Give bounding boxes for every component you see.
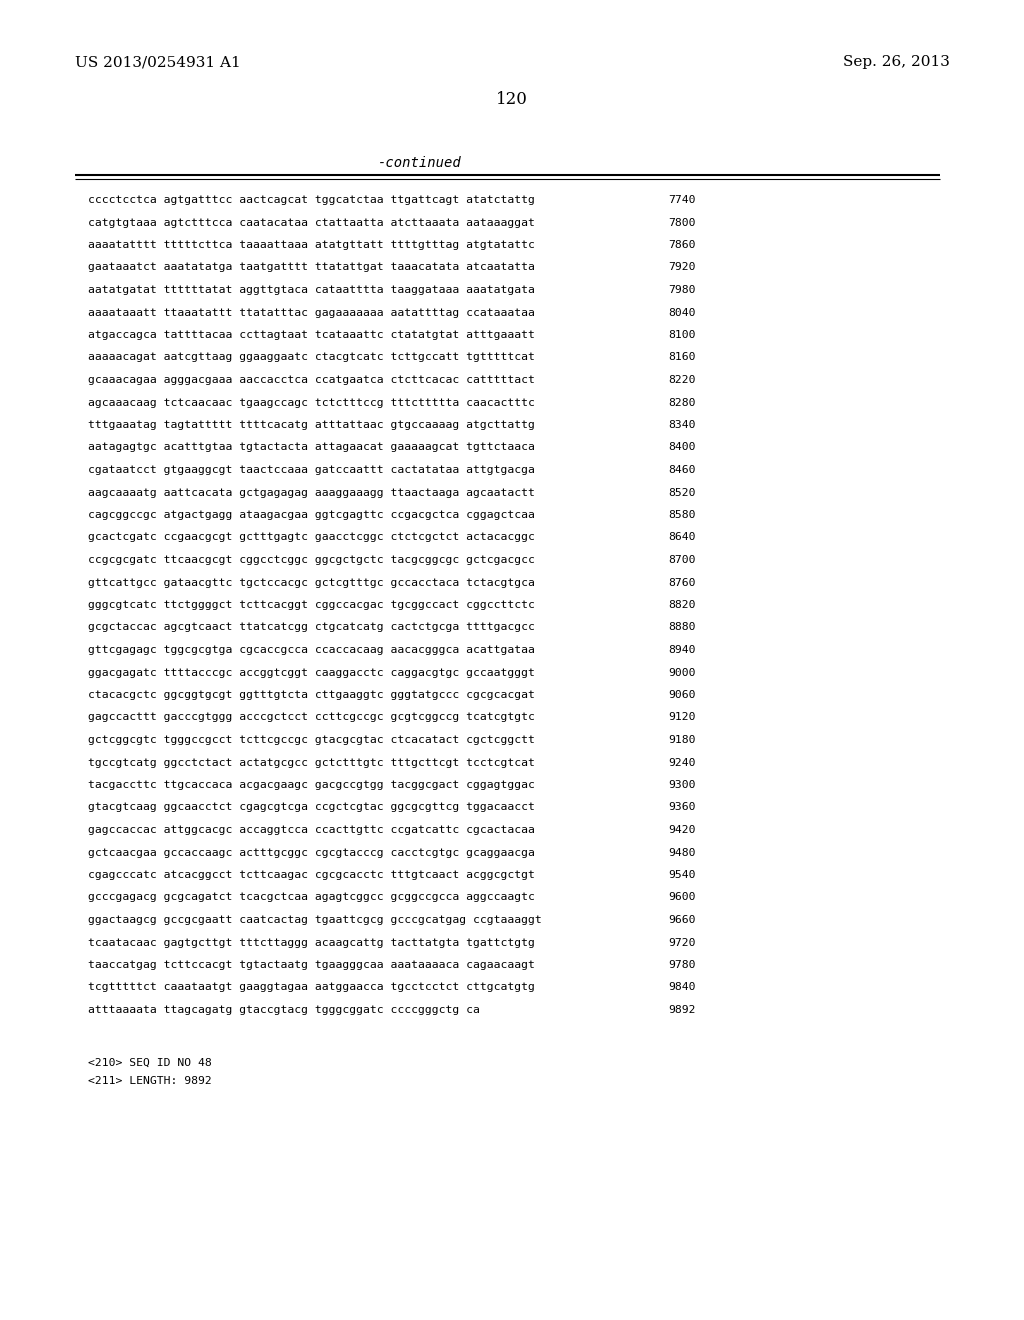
Text: tacgaccttc ttgcaccaca acgacgaagc gacgccgtgg tacggcgact cggagtggac: tacgaccttc ttgcaccaca acgacgaagc gacgccg… <box>88 780 535 789</box>
Text: 9600: 9600 <box>668 892 695 903</box>
Text: 9660: 9660 <box>668 915 695 925</box>
Text: 9892: 9892 <box>668 1005 695 1015</box>
Text: 8100: 8100 <box>668 330 695 341</box>
Text: agcaaacaag tctcaacaac tgaagccagc tctctttccg tttcttttta caacactttc: agcaaacaag tctcaacaac tgaagccagc tctcttt… <box>88 397 535 408</box>
Text: gcgctaccac agcgtcaact ttatcatcgg ctgcatcatg cactctgcga ttttgacgcc: gcgctaccac agcgtcaact ttatcatcgg ctgcatc… <box>88 623 535 632</box>
Text: 9420: 9420 <box>668 825 695 836</box>
Text: aatagagtgc acatttgtaa tgtactacta attagaacat gaaaaagcat tgttctaaca: aatagagtgc acatttgtaa tgtactacta attagaa… <box>88 442 535 453</box>
Text: 7920: 7920 <box>668 263 695 272</box>
Text: 8400: 8400 <box>668 442 695 453</box>
Text: 8580: 8580 <box>668 510 695 520</box>
Text: gcaaacagaa agggacgaaa aaccacctca ccatgaatca ctcttcacac catttttact: gcaaacagaa agggacgaaa aaccacctca ccatgaa… <box>88 375 535 385</box>
Text: ctacacgctc ggcggtgcgt ggtttgtcta cttgaaggtc gggtatgccc cgcgcacgat: ctacacgctc ggcggtgcgt ggtttgtcta cttgaag… <box>88 690 535 700</box>
Text: ccgcgcgatc ttcaacgcgt cggcctcggc ggcgctgctc tacgcggcgc gctcgacgcc: ccgcgcgatc ttcaacgcgt cggcctcggc ggcgctg… <box>88 554 535 565</box>
Text: ggacgagatc ttttacccgc accggtcggt caaggacctc caggacgtgc gccaatgggt: ggacgagatc ttttacccgc accggtcggt caaggac… <box>88 668 535 677</box>
Text: 9300: 9300 <box>668 780 695 789</box>
Text: US 2013/0254931 A1: US 2013/0254931 A1 <box>75 55 241 69</box>
Text: 9360: 9360 <box>668 803 695 813</box>
Text: 9480: 9480 <box>668 847 695 858</box>
Text: 8460: 8460 <box>668 465 695 475</box>
Text: cagcggccgc atgactgagg ataagacgaa ggtcgagttc ccgacgctca cggagctcaa: cagcggccgc atgactgagg ataagacgaa ggtcgag… <box>88 510 535 520</box>
Text: gaataaatct aaatatatga taatgatttt ttatattgat taaacatata atcaatatta: gaataaatct aaatatatga taatgatttt ttatatt… <box>88 263 535 272</box>
Text: 8520: 8520 <box>668 487 695 498</box>
Text: ggactaagcg gccgcgaatt caatcactag tgaattcgcg gcccgcatgag ccgtaaaggt: ggactaagcg gccgcgaatt caatcactag tgaattc… <box>88 915 542 925</box>
Text: gagccaccac attggcacgc accaggtcca ccacttgttc ccgatcattc cgcactacaa: gagccaccac attggcacgc accaggtcca ccacttg… <box>88 825 535 836</box>
Text: gtacgtcaag ggcaacctct cgagcgtcga ccgctcgtac ggcgcgttcg tggacaacct: gtacgtcaag ggcaacctct cgagcgtcga ccgctcg… <box>88 803 535 813</box>
Text: 8820: 8820 <box>668 601 695 610</box>
Text: aaaaacagat aatcgttaag ggaaggaatc ctacgtcatc tcttgccatt tgtttttcat: aaaaacagat aatcgttaag ggaaggaatc ctacgtc… <box>88 352 535 363</box>
Text: <211> LENGTH: 9892: <211> LENGTH: 9892 <box>88 1076 212 1085</box>
Text: atgaccagca tattttacaa ccttagtaat tcataaattc ctatatgtat atttgaaatt: atgaccagca tattttacaa ccttagtaat tcataaa… <box>88 330 535 341</box>
Text: cccctcctca agtgatttcc aactcagcat tggcatctaa ttgattcagt atatctattg: cccctcctca agtgatttcc aactcagcat tggcatc… <box>88 195 535 205</box>
Text: 8700: 8700 <box>668 554 695 565</box>
Text: gcactcgatc ccgaacgcgt gctttgagtc gaacctcggc ctctcgctct actacacggc: gcactcgatc ccgaacgcgt gctttgagtc gaacctc… <box>88 532 535 543</box>
Text: 9060: 9060 <box>668 690 695 700</box>
Text: 9840: 9840 <box>668 982 695 993</box>
Text: 8640: 8640 <box>668 532 695 543</box>
Text: gttcgagagc tggcgcgtga cgcaccgcca ccaccacaag aacacgggca acattgataa: gttcgagagc tggcgcgtga cgcaccgcca ccaccac… <box>88 645 535 655</box>
Text: 8220: 8220 <box>668 375 695 385</box>
Text: 8760: 8760 <box>668 578 695 587</box>
Text: tttgaaatag tagtattttt ttttcacatg atttattaac gtgccaaaag atgcttattg: tttgaaatag tagtattttt ttttcacatg atttatt… <box>88 420 535 430</box>
Text: 8280: 8280 <box>668 397 695 408</box>
Text: 8160: 8160 <box>668 352 695 363</box>
Text: 9780: 9780 <box>668 960 695 970</box>
Text: 9240: 9240 <box>668 758 695 767</box>
Text: 9120: 9120 <box>668 713 695 722</box>
Text: gttcattgcc gataacgttc tgctccacgc gctcgtttgc gccacctaca tctacgtgca: gttcattgcc gataacgttc tgctccacgc gctcgtt… <box>88 578 535 587</box>
Text: aagcaaaatg aattcacata gctgagagag aaaggaaagg ttaactaaga agcaatactt: aagcaaaatg aattcacata gctgagagag aaaggaa… <box>88 487 535 498</box>
Text: 9180: 9180 <box>668 735 695 744</box>
Text: catgtgtaaa agtctttcca caatacataa ctattaatta atcttaaata aataaaggat: catgtgtaaa agtctttcca caatacataa ctattaa… <box>88 218 535 227</box>
Text: tcaatacaac gagtgcttgt tttcttaggg acaagcattg tacttatgta tgattctgtg: tcaatacaac gagtgcttgt tttcttaggg acaagca… <box>88 937 535 948</box>
Text: 7740: 7740 <box>668 195 695 205</box>
Text: 9000: 9000 <box>668 668 695 677</box>
Text: 120: 120 <box>496 91 528 108</box>
Text: 9720: 9720 <box>668 937 695 948</box>
Text: <210> SEQ ID NO 48: <210> SEQ ID NO 48 <box>88 1057 212 1068</box>
Text: gagccacttt gacccgtggg acccgctcct ccttcgccgc gcgtcggccg tcatcgtgtc: gagccacttt gacccgtggg acccgctcct ccttcgc… <box>88 713 535 722</box>
Text: aatatgatat ttttttatat aggttgtaca cataatttta taaggataaa aaatatgata: aatatgatat ttttttatat aggttgtaca cataatt… <box>88 285 535 294</box>
Text: taaccatgag tcttccacgt tgtactaatg tgaagggcaa aaataaaaca cagaacaagt: taaccatgag tcttccacgt tgtactaatg tgaaggg… <box>88 960 535 970</box>
Text: 8880: 8880 <box>668 623 695 632</box>
Text: gggcgtcatc ttctggggct tcttcacggt cggccacgac tgcggccact cggccttctc: gggcgtcatc ttctggggct tcttcacggt cggccac… <box>88 601 535 610</box>
Text: aaaatatttt tttttcttca taaaattaaa atatgttatt ttttgtttag atgtatattc: aaaatatttt tttttcttca taaaattaaa atatgtt… <box>88 240 535 249</box>
Text: 7980: 7980 <box>668 285 695 294</box>
Text: 8340: 8340 <box>668 420 695 430</box>
Text: gctcggcgtc tgggccgcct tcttcgccgc gtacgcgtac ctcacatact cgctcggctt: gctcggcgtc tgggccgcct tcttcgccgc gtacgcg… <box>88 735 535 744</box>
Text: -continued: -continued <box>378 156 462 170</box>
Text: cgataatcct gtgaaggcgt taactccaaa gatccaattt cactatataa attgtgacga: cgataatcct gtgaaggcgt taactccaaa gatccaa… <box>88 465 535 475</box>
Text: cgagcccatc atcacggcct tcttcaagac cgcgcacctc tttgtcaact acggcgctgt: cgagcccatc atcacggcct tcttcaagac cgcgcac… <box>88 870 535 880</box>
Text: tgccgtcatg ggcctctact actatgcgcc gctctttgtc tttgcttcgt tcctcgtcat: tgccgtcatg ggcctctact actatgcgcc gctcttt… <box>88 758 535 767</box>
Text: 8040: 8040 <box>668 308 695 318</box>
Text: gctcaacgaa gccaccaagc actttgcggc cgcgtacccg cacctcgtgc gcaggaacga: gctcaacgaa gccaccaagc actttgcggc cgcgtac… <box>88 847 535 858</box>
Text: 7800: 7800 <box>668 218 695 227</box>
Text: gcccgagacg gcgcagatct tcacgctcaa agagtcggcc gcggccgcca aggccaagtc: gcccgagacg gcgcagatct tcacgctcaa agagtcg… <box>88 892 535 903</box>
Text: Sep. 26, 2013: Sep. 26, 2013 <box>843 55 950 69</box>
Text: 7860: 7860 <box>668 240 695 249</box>
Text: 8940: 8940 <box>668 645 695 655</box>
Text: aaaataaatt ttaaatattt ttatatttac gagaaaaaaa aatattttag ccataaataa: aaaataaatt ttaaatattt ttatatttac gagaaaa… <box>88 308 535 318</box>
Text: 9540: 9540 <box>668 870 695 880</box>
Text: atttaaaata ttagcagatg gtaccgtacg tgggcggatc ccccgggctg ca: atttaaaata ttagcagatg gtaccgtacg tgggcgg… <box>88 1005 480 1015</box>
Text: tcgtttttct caaataatgt gaaggtagaa aatggaacca tgcctcctct cttgcatgtg: tcgtttttct caaataatgt gaaggtagaa aatggaa… <box>88 982 535 993</box>
